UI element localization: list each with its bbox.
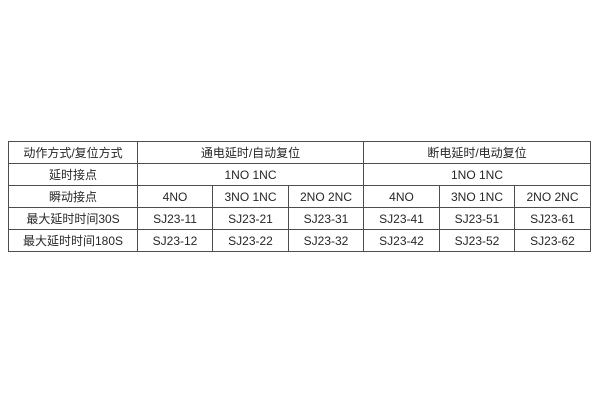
model-cell: SJ23-61 — [514, 207, 591, 230]
group1-delay-contact-cell: 1NO 1NC — [137, 163, 364, 186]
group2-title-cell: 断电延时/电动复位 — [363, 141, 591, 164]
model-cell: SJ23-51 — [439, 207, 515, 230]
table-row-action-mode: 动作方式/复位方式 通电延时/自动复位 断电延时/电动复位 — [8, 141, 591, 164]
model-cell: SJ23-11 — [137, 207, 213, 230]
row-label-delay-contact: 延时接点 — [8, 163, 138, 186]
table-row-max-delay-30s: 最大延时时间30S SJ23-11 SJ23-21 SJ23-31 SJ23-4… — [8, 207, 591, 230]
group1-title-cell: 通电延时/自动复位 — [137, 141, 364, 164]
model-cell: SJ23-52 — [439, 229, 515, 252]
relay-spec-table: 动作方式/复位方式 通电延时/自动复位 断电延时/电动复位 延时接点 1NO 1… — [8, 141, 591, 252]
corner-label-cell: 动作方式/复位方式 — [8, 141, 138, 164]
model-cell: SJ23-12 — [137, 229, 213, 252]
table-row-instant-contact: 瞬动接点 4NO 3NO 1NC 2NO 2NC 4NO 3NO 1NC 2NO… — [8, 185, 591, 208]
row-label-instant-contact: 瞬动接点 — [8, 185, 138, 208]
group2-instant-contact-cell: 3NO 1NC — [439, 185, 515, 208]
model-cell: SJ23-32 — [288, 229, 364, 252]
row-label-max-delay-30s: 最大延时时间30S — [8, 207, 138, 230]
table-row-delay-contact: 延时接点 1NO 1NC 1NO 1NC — [8, 163, 591, 186]
model-cell: SJ23-42 — [363, 229, 440, 252]
group2-delay-contact-cell: 1NO 1NC — [363, 163, 591, 186]
group1-instant-contact-cell: 2NO 2NC — [288, 185, 364, 208]
group1-instant-contact-cell: 3NO 1NC — [212, 185, 289, 208]
model-cell: SJ23-41 — [363, 207, 440, 230]
model-cell: SJ23-22 — [212, 229, 289, 252]
group2-instant-contact-cell: 4NO — [363, 185, 440, 208]
model-cell: SJ23-31 — [288, 207, 364, 230]
model-cell: SJ23-62 — [514, 229, 591, 252]
table-row-max-delay-180s: 最大延时时间180S SJ23-12 SJ23-22 SJ23-32 SJ23-… — [8, 229, 591, 252]
model-cell: SJ23-21 — [212, 207, 289, 230]
group2-instant-contact-cell: 2NO 2NC — [514, 185, 591, 208]
row-label-max-delay-180s: 最大延时时间180S — [8, 229, 138, 252]
group1-instant-contact-cell: 4NO — [137, 185, 213, 208]
